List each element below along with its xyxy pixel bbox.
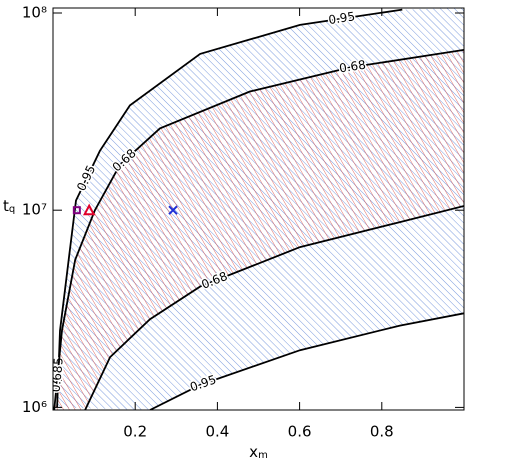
plot-frame [52, 7, 465, 411]
contour-label: 0.68 [49, 365, 66, 393]
contour-label: 0.95 [327, 9, 355, 27]
contour-line [53, 49, 464, 410]
x-tick-label: 0.8 [370, 423, 394, 441]
y-tick-label: 10⁸ [22, 3, 47, 21]
x-tick-label: 0.2 [123, 423, 147, 441]
x-tick-label: 0.4 [205, 423, 229, 441]
band [54, 49, 464, 410]
y-axis-label-sub: q [9, 204, 15, 215]
contour-line [56, 8, 403, 408]
contour-line [84, 205, 464, 410]
x-tick-label: 0.6 [288, 423, 312, 441]
marker [168, 205, 178, 215]
y-axis-label: tq [3, 197, 15, 216]
marker [72, 206, 81, 215]
y-tick-label: 10⁶ [22, 398, 47, 416]
contour-line [149, 312, 464, 410]
x-axis-label: xm [249, 443, 268, 458]
x-axis-label-main: x [249, 443, 258, 458]
x-axis-label-sub: m [258, 450, 268, 458]
plot-area: 0.950.950.950.680.680.680.680.95 [49, 8, 464, 410]
y-axis-label-main: t [3, 197, 9, 215]
marker [83, 203, 96, 216]
y-tick-label: 10⁷ [22, 201, 47, 219]
contour-label: 0.68 [338, 58, 367, 76]
